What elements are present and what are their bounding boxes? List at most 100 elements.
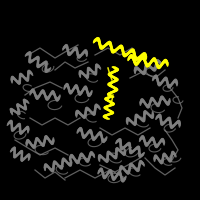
- Polygon shape: [137, 61, 138, 65]
- Polygon shape: [20, 130, 21, 134]
- Polygon shape: [70, 52, 71, 55]
- Polygon shape: [74, 47, 75, 51]
- Polygon shape: [161, 122, 162, 125]
- Polygon shape: [98, 39, 100, 43]
- Polygon shape: [128, 170, 129, 174]
- Polygon shape: [85, 110, 86, 114]
- Polygon shape: [43, 142, 44, 146]
- Polygon shape: [166, 60, 167, 64]
- Polygon shape: [106, 109, 110, 110]
- Polygon shape: [13, 76, 14, 80]
- Polygon shape: [106, 159, 108, 162]
- Polygon shape: [107, 171, 109, 175]
- Polygon shape: [43, 90, 44, 93]
- Polygon shape: [29, 56, 31, 60]
- Polygon shape: [159, 83, 160, 86]
- Polygon shape: [157, 103, 158, 107]
- Polygon shape: [135, 117, 136, 121]
- Polygon shape: [109, 113, 113, 114]
- Polygon shape: [46, 136, 47, 139]
- Polygon shape: [13, 147, 15, 150]
- Polygon shape: [133, 56, 134, 60]
- Polygon shape: [131, 151, 132, 154]
- Polygon shape: [160, 64, 162, 67]
- Polygon shape: [166, 78, 167, 82]
- Polygon shape: [21, 106, 24, 109]
- Polygon shape: [112, 174, 113, 178]
- Polygon shape: [85, 157, 86, 161]
- Polygon shape: [76, 48, 77, 51]
- Polygon shape: [163, 61, 164, 65]
- Polygon shape: [86, 87, 87, 91]
- Polygon shape: [130, 55, 131, 58]
- Polygon shape: [48, 68, 51, 71]
- Polygon shape: [24, 127, 26, 131]
- Polygon shape: [107, 152, 109, 156]
- Polygon shape: [110, 96, 114, 97]
- Polygon shape: [14, 149, 15, 153]
- Polygon shape: [17, 123, 19, 127]
- Polygon shape: [81, 71, 82, 74]
- Polygon shape: [18, 123, 20, 126]
- Polygon shape: [81, 128, 82, 132]
- Polygon shape: [159, 114, 160, 117]
- Polygon shape: [123, 179, 124, 182]
- Polygon shape: [106, 100, 110, 101]
- Polygon shape: [100, 132, 101, 135]
- Polygon shape: [126, 170, 127, 174]
- Polygon shape: [62, 164, 63, 168]
- Polygon shape: [152, 68, 154, 71]
- Polygon shape: [36, 96, 37, 99]
- Polygon shape: [45, 65, 47, 69]
- Polygon shape: [95, 105, 96, 109]
- Polygon shape: [67, 46, 68, 49]
- Polygon shape: [162, 160, 163, 163]
- Polygon shape: [176, 121, 178, 124]
- Polygon shape: [109, 75, 112, 76]
- Polygon shape: [161, 96, 162, 100]
- Polygon shape: [63, 158, 64, 161]
- Polygon shape: [168, 83, 169, 87]
- Polygon shape: [56, 97, 57, 101]
- Polygon shape: [159, 101, 160, 105]
- Polygon shape: [86, 53, 87, 57]
- Polygon shape: [119, 171, 120, 174]
- Polygon shape: [120, 173, 121, 177]
- Polygon shape: [82, 52, 83, 56]
- Polygon shape: [147, 63, 149, 67]
- Polygon shape: [168, 117, 170, 120]
- Polygon shape: [37, 63, 39, 67]
- Polygon shape: [162, 96, 163, 99]
- Polygon shape: [104, 117, 108, 118]
- Polygon shape: [28, 154, 29, 157]
- Polygon shape: [25, 155, 28, 158]
- Polygon shape: [121, 175, 122, 179]
- Polygon shape: [102, 169, 103, 173]
- Polygon shape: [45, 164, 46, 168]
- Polygon shape: [145, 65, 146, 69]
- Polygon shape: [104, 115, 108, 116]
- Polygon shape: [100, 132, 101, 135]
- Polygon shape: [112, 81, 116, 82]
- Polygon shape: [175, 79, 176, 82]
- Polygon shape: [40, 92, 41, 96]
- Polygon shape: [75, 85, 76, 89]
- Polygon shape: [26, 78, 28, 81]
- Polygon shape: [140, 117, 142, 121]
- Polygon shape: [123, 152, 125, 155]
- Polygon shape: [68, 86, 69, 90]
- Polygon shape: [46, 70, 48, 72]
- Polygon shape: [19, 151, 21, 154]
- Polygon shape: [164, 153, 165, 156]
- Polygon shape: [12, 128, 13, 131]
- Polygon shape: [155, 144, 156, 147]
- Polygon shape: [96, 134, 98, 138]
- Polygon shape: [143, 71, 145, 74]
- Polygon shape: [95, 38, 97, 41]
- Polygon shape: [11, 125, 12, 129]
- Polygon shape: [142, 56, 143, 60]
- Polygon shape: [134, 53, 135, 57]
- Polygon shape: [57, 163, 59, 167]
- Polygon shape: [88, 108, 90, 111]
- Polygon shape: [150, 115, 152, 118]
